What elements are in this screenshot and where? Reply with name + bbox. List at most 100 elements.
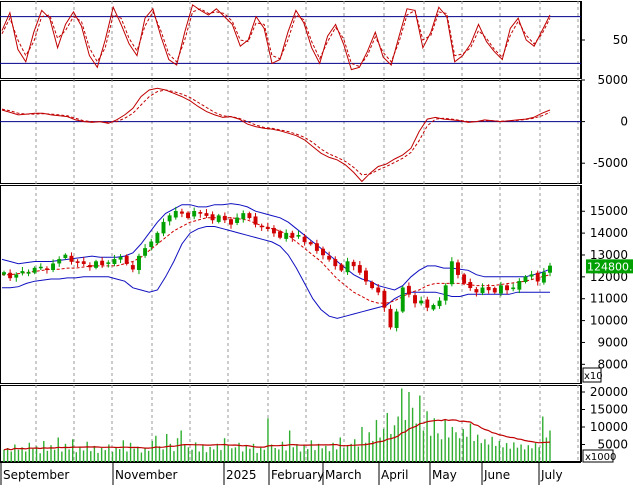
volume-bar [549, 430, 551, 462]
volume-bar [173, 451, 175, 462]
volume-bar [191, 449, 193, 462]
volume-bar [401, 388, 403, 462]
volume-bar [267, 418, 269, 462]
candle-body [400, 287, 405, 312]
volume-scale-label: x1000 [585, 452, 616, 463]
candle-body [278, 231, 283, 238]
volume-bar [24, 451, 27, 462]
candle-body [480, 287, 485, 293]
volume-scale-box [582, 449, 614, 463]
volume-bar [256, 452, 258, 462]
volume-bar [346, 445, 349, 462]
volume-bar [278, 449, 280, 462]
candle-body [284, 232, 289, 239]
candle-body [81, 261, 86, 264]
volume-bar [270, 444, 273, 462]
volume-bar [79, 446, 81, 462]
volume-bar [75, 452, 78, 462]
candle-body [2, 272, 6, 275]
last-price-label: 124800.0 [587, 260, 633, 273]
candle-body [155, 232, 160, 244]
candle-body [75, 261, 80, 263]
volume-bar [495, 445, 497, 462]
volume-bar [505, 443, 508, 462]
volume-bar [50, 445, 52, 462]
volume-bar [234, 447, 237, 462]
volume-bar [137, 446, 139, 462]
volume-bar [307, 449, 309, 462]
volume-bar [429, 435, 432, 462]
volume-tick-label: 15000 [590, 403, 628, 417]
x-axis-label: July [540, 468, 563, 482]
volume-bar [513, 442, 515, 462]
x-axis-label: February [271, 468, 324, 482]
volume-bar [169, 443, 172, 462]
volume-bar [476, 434, 479, 462]
price-tick-label: 8000 [597, 357, 628, 371]
candle-body [94, 261, 98, 268]
candle-body [376, 287, 381, 293]
candle-body [179, 211, 184, 214]
volume-bar [357, 446, 360, 462]
volume-bar [296, 444, 298, 462]
volume-bar [462, 429, 464, 462]
volume-bar [433, 418, 435, 462]
candle-body [425, 299, 430, 308]
volume-bar [393, 425, 396, 462]
candle-body [51, 263, 56, 270]
volume-bar [343, 448, 345, 462]
candle-body [14, 274, 19, 278]
volume-bar [6, 448, 9, 462]
volume-bar [469, 423, 472, 462]
volume-bar [332, 442, 334, 462]
volume-bar [28, 442, 31, 462]
candle-body [456, 262, 460, 275]
stochastic-k-line [1, 4, 551, 71]
candle-body [548, 265, 552, 273]
volume-bar [223, 438, 226, 462]
price-tick-label: 11000 [590, 292, 628, 306]
volume-bar [158, 446, 161, 462]
volume-bar [382, 428, 385, 462]
volume-bar [538, 447, 540, 462]
volume-bar [317, 443, 320, 462]
candle-body [161, 221, 166, 234]
bollinger-middle-band [2, 217, 551, 304]
volume-bar [162, 449, 164, 462]
candle-body [26, 272, 31, 274]
candle-body [541, 272, 546, 283]
volume-bar [231, 448, 233, 462]
panel-frame [0, 80, 581, 184]
volume-bar [213, 449, 215, 462]
volume-bar [339, 437, 341, 462]
candle-body [222, 215, 227, 221]
candle-body [339, 264, 344, 271]
volume-bar [379, 437, 381, 462]
volume-bar [220, 450, 222, 462]
macd-tick-label: -5000 [593, 156, 628, 170]
candle-body [137, 255, 141, 270]
price-tick-label: 15000 [590, 204, 628, 218]
volume-bar [455, 432, 457, 462]
volume-bar [17, 449, 20, 462]
candle-body [44, 268, 49, 270]
volume-bar [498, 441, 501, 462]
volume-bar [260, 447, 262, 462]
volume-bar [61, 451, 63, 462]
candle-body [229, 219, 233, 225]
volume-bar [202, 445, 204, 462]
volume-bar [415, 423, 417, 462]
volume-bar [119, 449, 121, 462]
panel-frame [0, 185, 581, 384]
volume-bar [108, 444, 110, 462]
volume-bar [14, 444, 16, 462]
volume-bar [263, 449, 266, 462]
candle-body [198, 212, 203, 214]
candle-body [370, 282, 375, 289]
volume-bar [72, 439, 74, 462]
candle-body [38, 266, 43, 269]
candle-body [247, 213, 252, 219]
candle-body [443, 285, 448, 301]
volume-bar [473, 441, 475, 462]
